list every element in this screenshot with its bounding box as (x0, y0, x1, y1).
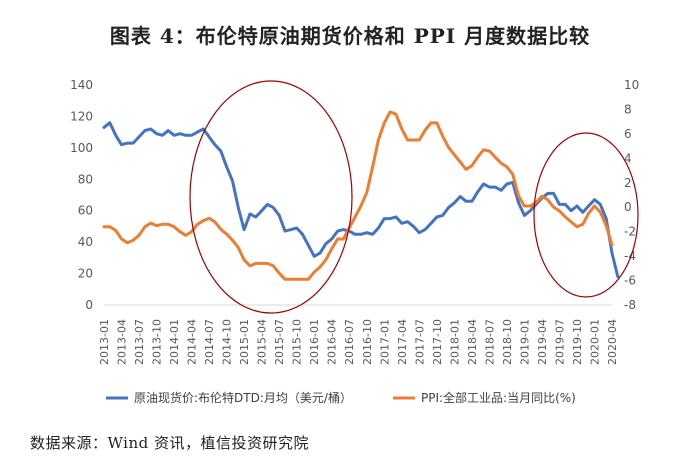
left-tick-label: 40 (78, 235, 93, 249)
x-tick-label: 2013-10 (151, 319, 164, 365)
x-tick-label: 2019-10 (571, 319, 584, 365)
left-tick-label: 80 (78, 172, 93, 186)
right-axis-ticks: -8 -6 -4 -2 0 2 4 6 8 10 (624, 78, 639, 312)
brent-price-line (102, 121, 620, 279)
left-tick-label: 140 (70, 78, 93, 92)
x-tick-label: 2016-07 (343, 319, 356, 365)
x-tick-label: 2018-01 (448, 319, 461, 365)
ppi-yoy-line (102, 110, 614, 281)
x-tick-label: 2013-04 (116, 319, 129, 365)
right-tick-label: -6 (624, 274, 636, 288)
left-tick-label: 120 (70, 109, 93, 123)
x-tick-label: 2015-01 (238, 319, 251, 365)
x-tick-label: 2016-01 (308, 319, 321, 365)
x-tick-label: 2014-01 (168, 319, 181, 365)
x-tick-label: 2018-10 (501, 319, 514, 365)
left-axis-ticks: 0 20 40 60 80 100 120 140 (70, 78, 93, 312)
legend-label: PPI:全部工业品:当月同比(%) (421, 390, 576, 405)
right-tick-label: -8 (624, 298, 636, 312)
right-tick-label: 10 (624, 78, 639, 92)
right-tick-label: 6 (624, 127, 632, 141)
x-axis-ticks: 2013-01 2013-04 2013-07 2013-10 2014-01 2014-… (98, 319, 619, 365)
left-tick-label: 100 (70, 141, 93, 155)
x-tick-label: 2019-04 (536, 319, 549, 365)
x-tick-label: 2018-07 (483, 319, 496, 365)
x-tick-label: 2015-10 (291, 319, 304, 365)
legend-label: 原油现货价:布伦特DTD:月均（美元/桶） (134, 390, 352, 405)
right-tick-label: 4 (624, 151, 632, 165)
chart-title: 图表 4：布伦特原油期货价格和 PPI 月度数据比较 (109, 24, 591, 48)
series-lines (102, 110, 620, 281)
annotations (189, 80, 639, 314)
x-tick-label: 2017-01 (378, 319, 391, 365)
x-tick-label: 2014-07 (203, 319, 216, 365)
x-tick-label: 2015-04 (256, 319, 269, 365)
x-tick-label: 2016-04 (326, 319, 339, 365)
highlight-ellipse-2019 (533, 132, 639, 298)
x-tick-label: 2020-04 (606, 319, 619, 365)
x-tick-label: 2018-04 (466, 319, 479, 365)
x-tick-label: 2017-07 (413, 319, 426, 365)
x-tick-label: 2013-01 (98, 319, 111, 365)
right-tick-label: -2 (624, 225, 636, 239)
x-tick-label: 2019-01 (518, 319, 531, 365)
legend: 原油现货价:布伦特DTD:月均（美元/桶） PPI:全部工业品:当月同比(%) (106, 390, 576, 405)
x-tick-label: 2015-07 (273, 319, 286, 365)
left-tick-label: 20 (78, 267, 93, 281)
left-tick-label: 0 (85, 298, 93, 312)
left-tick-label: 60 (78, 204, 93, 218)
highlight-ellipse-2015 (189, 80, 353, 314)
source-note: 数据来源：Wind 资讯，植信投资研究院 (30, 434, 309, 452)
x-tick-label: 2016-10 (361, 319, 374, 365)
x-tick-label: 2017-04 (396, 319, 409, 365)
x-tick-label: 2014-04 (186, 319, 199, 365)
x-tick-label: 2014-10 (221, 319, 234, 365)
right-tick-label: 2 (624, 176, 632, 190)
right-tick-label: 8 (624, 102, 632, 116)
right-tick-label: 0 (624, 200, 632, 214)
x-tick-label: 2019-07 (553, 319, 566, 365)
right-tick-label: -4 (624, 249, 636, 263)
x-tick-label: 2013-07 (133, 319, 146, 365)
x-tick-label: 2020-01 (588, 319, 601, 365)
x-tick-label: 2017-10 (431, 319, 444, 365)
